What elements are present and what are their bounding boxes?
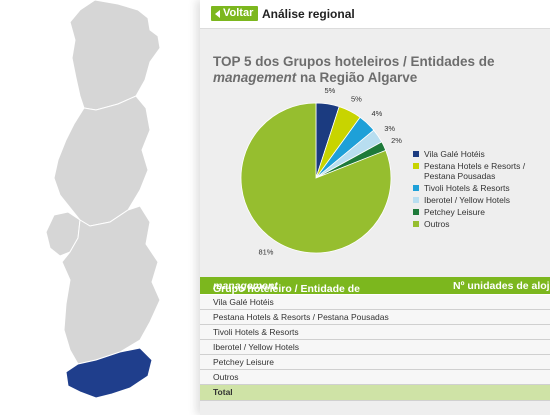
panel-pointer xyxy=(191,203,200,221)
region-algarve[interactable] xyxy=(65,347,153,399)
region-centro[interactable] xyxy=(53,95,151,227)
legend-label-line: Pestana Pousadas xyxy=(424,171,496,181)
pie-slice-label: 2% xyxy=(391,136,402,145)
region-norte[interactable] xyxy=(69,0,161,111)
table-row: Petchey Leisure xyxy=(200,355,550,370)
pie-slice-label: 3% xyxy=(384,124,395,133)
legend-label-line: Outros xyxy=(424,219,450,229)
legend-label: Outros xyxy=(424,219,450,229)
table-header-col1: Grupo hoteleiro / Entidade de xyxy=(213,283,361,295)
legend-label: Pestana Hotels e Resorts / Pestana Pousad… xyxy=(424,161,525,181)
legend-label-line: Pestana Hotels e Resorts / xyxy=(424,161,526,171)
pie-slice-label: 5% xyxy=(325,86,336,95)
chart-legend: Vila Galé Hotéis Pestana Hotels e Resorts… xyxy=(413,149,525,231)
hotel-groups-table: Grupo hoteleiro / Entidade de management… xyxy=(200,277,550,401)
pie-slice-label: 5% xyxy=(351,95,362,104)
chart-title-rest: na Região Algarve xyxy=(296,70,418,85)
chart-title: TOP 5 dos Grupos hoteleiros / Entidades … xyxy=(213,54,543,86)
pie-slice-label: 81% xyxy=(258,248,273,257)
legend-label-line: Vila Galé Hotéis xyxy=(424,149,485,159)
chart-title-em: management xyxy=(213,70,297,85)
table-total-row: Total xyxy=(200,385,550,401)
table-row-label: Petchey Leisure xyxy=(213,357,274,367)
table-total-label: Total xyxy=(213,387,233,397)
table-header-col1-em: management xyxy=(213,280,278,292)
panel-topbar: Voltar Análise regional xyxy=(200,0,550,29)
legend-swatch xyxy=(413,151,419,157)
table-row-label: Pestana Hotels & Resorts / Pestana Pousa… xyxy=(213,312,389,322)
table-row: Vila Galé Hotéis xyxy=(200,295,550,310)
pie-chart: 5% 5% 4%3% 2% 81% xyxy=(240,86,402,257)
table-row-label: Outros xyxy=(213,372,239,382)
legend-item: Petchey Leisure xyxy=(413,207,525,217)
table-row: Iberotel / Yellow Hotels xyxy=(200,340,550,355)
table-row-label: Iberotel / Yellow Hotels xyxy=(213,342,299,352)
legend-label-line: Tivoli Hotels & Resorts xyxy=(424,183,510,193)
table-row-label: Tivoli Hotels & Resorts xyxy=(213,327,299,337)
table-header: Grupo hoteleiro / Entidade de management… xyxy=(200,277,550,295)
analysis-panel: Voltar Análise regional TOP 5 dos Grupos… xyxy=(200,0,550,415)
back-button-label: Voltar xyxy=(223,7,254,19)
legend-swatch xyxy=(413,221,419,227)
map-svg xyxy=(45,0,161,399)
legend-label: Iberotel / Yellow Hotels xyxy=(424,195,510,205)
pie-slice-label: 4% xyxy=(372,109,383,118)
table-header-col2: Nº unidades de aloja xyxy=(453,280,550,292)
legend-item: Iberotel / Yellow Hotels xyxy=(413,195,525,205)
legend-swatch xyxy=(413,209,419,215)
table-row: Pestana Hotels & Resorts / Pestana Pousa… xyxy=(200,310,550,325)
legend-item: Pestana Hotels e Resorts / Pestana Pousad… xyxy=(413,161,525,181)
legend-item: Tivoli Hotels & Resorts xyxy=(413,183,525,193)
legend-label: Vila Galé Hotéis xyxy=(424,149,485,159)
back-arrow-icon xyxy=(215,9,220,18)
legend-swatch xyxy=(413,197,419,203)
legend-swatch xyxy=(413,185,419,191)
region-alentejo[interactable] xyxy=(61,205,161,365)
table-row: Tivoli Hotels & Resorts xyxy=(200,325,550,340)
legend-label: Tivoli Hotels & Resorts xyxy=(424,183,510,193)
chart-title-line1: TOP 5 dos Grupos hoteleiros / Entidades … xyxy=(213,54,495,69)
legend-item: Outros xyxy=(413,219,525,229)
legend-item: Vila Galé Hotéis xyxy=(413,149,525,159)
legend-label: Petchey Leisure xyxy=(424,207,485,217)
pie-slice xyxy=(240,102,392,254)
portugal-region-map xyxy=(0,0,200,415)
legend-swatch xyxy=(413,163,419,169)
table-row-label: Vila Galé Hotéis xyxy=(213,297,274,307)
legend-label-line: Petchey Leisure xyxy=(424,207,485,217)
table-row: Outros xyxy=(200,370,550,385)
back-button[interactable]: Voltar xyxy=(211,6,259,21)
legend-label-line: Iberotel / Yellow Hotels xyxy=(424,195,510,205)
chart-content: TOP 5 dos Grupos hoteleiros / Entidades … xyxy=(200,29,550,415)
panel-title: Análise regional xyxy=(262,7,355,21)
table-body: Vila Galé Hotéis Pestana Hotels & Resorts… xyxy=(200,295,550,385)
